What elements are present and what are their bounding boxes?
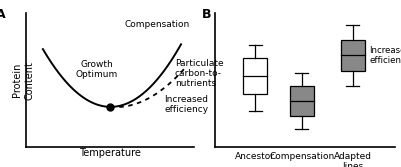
Text: Compensation: Compensation bbox=[125, 20, 190, 29]
Bar bbox=[290, 86, 314, 116]
X-axis label: Temperature: Temperature bbox=[79, 148, 141, 158]
Text: Growth
Optimum: Growth Optimum bbox=[76, 60, 118, 79]
Text: Adapted
lines: Adapted lines bbox=[334, 152, 372, 167]
Text: Ancestor: Ancestor bbox=[235, 152, 275, 161]
Text: A: A bbox=[0, 8, 5, 21]
Bar bbox=[341, 40, 365, 71]
Text: Particulate
carbon-to-
nutrients: Particulate carbon-to- nutrients bbox=[175, 59, 223, 88]
Bar bbox=[243, 58, 267, 94]
Text: Increased
efficiency: Increased efficiency bbox=[164, 95, 208, 114]
Y-axis label: Protein
Content: Protein Content bbox=[12, 61, 34, 100]
Text: B: B bbox=[202, 8, 211, 21]
Text: Compensation: Compensation bbox=[269, 152, 334, 161]
Text: Increased
efficiency: Increased efficiency bbox=[370, 46, 401, 65]
